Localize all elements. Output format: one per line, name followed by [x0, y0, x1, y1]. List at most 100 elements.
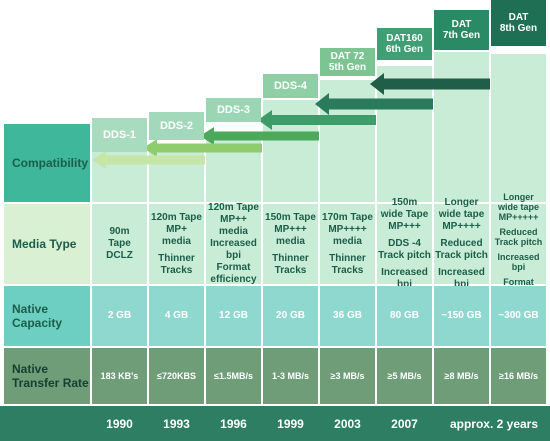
row-label-transfer-line1: Native — [12, 362, 49, 376]
generation-header-7-line-2: 7th Gen — [442, 30, 481, 41]
media-cell-8-line-11: Format — [503, 276, 534, 287]
generation-header-4-line-1: DDS-4 — [273, 80, 307, 92]
media-cell-4-line-1: 150m Tape — [265, 211, 316, 223]
media-cell-5-line-2: MP++++ — [328, 223, 367, 235]
media-cell-8-line-6: Track pitch — [494, 236, 543, 247]
year-label-2: 1993 — [163, 416, 190, 431]
media-cell-7-line-9: bpi — [454, 279, 469, 290]
capacity-cell-8: ~300 GB — [491, 286, 546, 346]
compat-cell-1 — [92, 150, 147, 202]
media-cell-7-line-5: Reduced — [440, 238, 483, 249]
generation-header-7-line-1: DAT — [451, 19, 472, 30]
media-cell-7-line-8: Increased — [438, 267, 485, 278]
media-cell-7-line-3: MP++++ — [442, 221, 481, 232]
generation-header-6-line-2: 6th Gen — [385, 44, 424, 55]
media-cell-6-line-2: wide Tape — [380, 209, 429, 220]
row-label-media-type: Media Type — [4, 204, 90, 284]
media-cell-4: 150m Tape MP+++ media Thinner Tracks — [263, 204, 318, 284]
media-cell-6-line-1: 150m — [391, 197, 418, 208]
compat-cell-3 — [206, 132, 261, 202]
compat-cell-7 — [434, 52, 489, 202]
media-cell-8-line-8: Increased — [497, 251, 540, 262]
generation-header-8-line-1: DAT — [508, 12, 529, 23]
media-cell-3-line-5: bpi — [226, 250, 241, 261]
rate-cell-3: ≤1.5MB/s — [206, 348, 261, 404]
compat-cell-2 — [149, 144, 204, 202]
media-cell-3-line-7: efficiency — [210, 274, 257, 285]
media-cell-7-line-1: Longer — [444, 197, 479, 208]
rate-cell-5: ≥3 MB/s — [320, 348, 375, 404]
media-cell-7: Longer wide tape MP++++ Reduced Track pitch… — [434, 197, 489, 290]
compat-cell-6 — [377, 66, 432, 202]
media-cell-7-line-2: wide tape — [438, 209, 485, 220]
capacity-cell-2: 4 GB — [149, 286, 204, 346]
generation-header-5-line-1: DAT 72 — [330, 51, 365, 62]
year-label-6: 2007 — [391, 416, 418, 431]
media-cell-3-line-2: MP++ — [220, 214, 247, 225]
media-cell-6-line-5: DDS -4 — [388, 238, 421, 249]
media-cell-6-line-6: Track pitch — [378, 250, 431, 261]
media-cell-6-line-9: bpi — [397, 279, 412, 290]
media-cell-4-line-2: MP+++ — [274, 223, 307, 235]
generation-header-1: DDS-1 — [92, 118, 147, 152]
media-cell-5: 170m Tape MP++++ media Thinner Tracks — [320, 204, 375, 284]
media-cell-6: 150m wide Tape MP+++ DDS -4 Track pitch Inc… — [377, 197, 432, 290]
generation-header-4: DDS-4 — [263, 74, 318, 98]
media-cell-1-line-2: Tape — [108, 238, 131, 249]
media-cell-3-line-1: 120m Tape — [208, 202, 259, 213]
media-cell-2: 120m Tape MP+ media Thinner Tracks — [149, 204, 204, 284]
media-cell-5-line-1: 170m Tape — [322, 211, 373, 223]
generation-header-2-line-1: DDS-2 — [159, 120, 193, 132]
generation-header-5: DAT 72 5th Gen — [320, 48, 375, 76]
generation-header-2: DDS-2 — [149, 112, 204, 140]
generation-header-8: DAT 8th Gen — [491, 0, 546, 46]
year-label-3: 1996 — [220, 416, 247, 431]
media-cell-6-line-8: Increased — [381, 267, 428, 278]
row-label-compatibility: Compatibility — [4, 124, 90, 202]
media-cell-3-line-6: Format — [216, 262, 251, 273]
rate-cell-4: 1-3 MB/s — [263, 348, 318, 404]
row-label-capacity-line2: Capacity — [12, 316, 63, 330]
row-label-transfer-line2: Transfer Rate — [12, 376, 89, 390]
generation-header-5-line-2: 5th Gen — [328, 62, 367, 73]
media-cell-2-line-5: Thinner — [158, 252, 195, 264]
media-cell-4-line-5: Thinner — [272, 252, 309, 264]
generation-header-6: DAT160 6th Gen — [377, 28, 432, 60]
year-label-7: approx. 2 years — [449, 416, 539, 431]
media-cell-1-line-3: DCLZ — [106, 250, 133, 261]
compat-cell-8 — [491, 54, 546, 202]
media-cell-1: 90m Tape DCLZ — [92, 204, 147, 284]
media-cell-2-line-6: Tracks — [160, 264, 193, 276]
media-cell-4-line-6: Tracks — [274, 264, 307, 276]
media-cell-4-line-3: media — [276, 235, 305, 247]
media-cell-2-line-2: MP+ — [166, 223, 187, 235]
generation-header-8-line-2: 8th Gen — [499, 23, 538, 34]
capacity-cell-5: 36 GB — [320, 286, 375, 346]
year-label-1: 1990 — [106, 416, 133, 431]
media-cell-3-line-3: media — [219, 226, 248, 237]
media-cell-5-line-6: Tracks — [331, 264, 364, 276]
generation-header-1-line-1: DDS-1 — [102, 129, 136, 141]
rate-cell-1: 183 KB's — [92, 348, 147, 404]
capacity-cell-4: 20 GB — [263, 286, 318, 346]
rate-cell-2: ≤720KBS — [149, 348, 204, 404]
capacity-cell-6: 80 GB — [377, 286, 432, 346]
row-label-transfer: Native Transfer Rate — [4, 348, 90, 404]
generation-header-7: DAT 7th Gen — [434, 10, 489, 50]
media-cell-7-line-6: Track pitch — [435, 250, 488, 261]
media-cell-1-line-1: 90m — [109, 226, 130, 237]
rate-cell-7: ≥8 MB/s — [434, 348, 489, 404]
media-cell-2-line-1: 120m Tape — [151, 211, 202, 223]
generation-header-3-line-1: DDS-3 — [216, 104, 250, 116]
year-bar — [0, 406, 550, 441]
media-cell-3: 120m Tape MP++ media Increased bpi Format effi… — [206, 202, 261, 285]
compat-cell-5 — [320, 80, 375, 202]
rate-cell-8: ≥16 MB/s — [491, 348, 546, 404]
media-cell-2-line-3: media — [162, 235, 191, 247]
media-cell-6-line-3: MP+++ — [388, 221, 421, 232]
capacity-cell-7: ~150 GB — [434, 286, 489, 346]
media-cell-8-line-5: Reduced — [499, 226, 538, 237]
capacity-cell-3: 12 GB — [206, 286, 261, 346]
media-cell-8-line-1: Longer — [503, 191, 534, 202]
